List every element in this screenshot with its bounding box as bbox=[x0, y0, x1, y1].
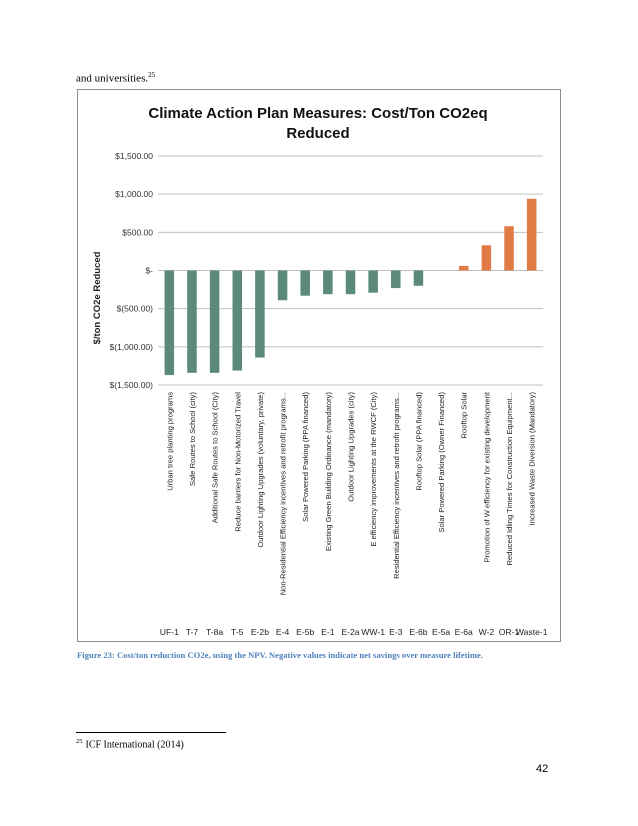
category-label: Residential Efficiency incentives and re… bbox=[392, 392, 401, 579]
bar-E-4 bbox=[277, 270, 288, 301]
y-tick-label: $1,000.00 bbox=[115, 189, 153, 199]
category-label: Additional Safe Routes to School (City) bbox=[211, 392, 220, 524]
code-label: WW-1 bbox=[361, 627, 385, 637]
bar-T-8a bbox=[209, 270, 220, 373]
category-label: Promotion of W efficiency for existing d… bbox=[482, 391, 491, 562]
category-label: E efficiency improvements at the RWCF (C… bbox=[369, 392, 378, 547]
bar-E-2b bbox=[255, 270, 265, 358]
bars bbox=[164, 198, 537, 376]
category-label: Rooftop Solar (PPA financed) bbox=[414, 392, 423, 491]
code-label: OR-1 bbox=[499, 627, 520, 637]
bar-T-7 bbox=[187, 270, 197, 373]
code-label: E-3 bbox=[389, 627, 403, 637]
footnote: 25 ICF International (2014) bbox=[76, 738, 184, 750]
code-label: T-5 bbox=[231, 627, 244, 637]
y-tick-label: $500.00 bbox=[122, 227, 153, 237]
code-labels: UF-1 T-7 T-8a T-5 E-2b E-4 E-5b E-1 E-2a WW-1 E-3 E… bbox=[160, 627, 548, 637]
chart-frame: Climate Action Plan Measures: Cost/Ton C… bbox=[77, 89, 561, 642]
y-tick-label: $(1,000.00) bbox=[110, 342, 154, 352]
chart-title-line: Climate Action Plan Measures: Cost/Ton C… bbox=[148, 105, 487, 122]
code-label: E-5b bbox=[296, 627, 314, 637]
code-label: T-8a bbox=[206, 627, 223, 637]
code-label: UF-1 bbox=[160, 627, 179, 637]
chart-title-line: Reduced bbox=[286, 125, 349, 142]
code-label: E-1 bbox=[321, 627, 335, 637]
intro-text: and universities.25 bbox=[76, 71, 156, 85]
bar-E-6a bbox=[458, 265, 469, 271]
category-labels: Urban tree planting programs Safe Routes … bbox=[165, 391, 536, 595]
category-label: Existing Green Building Ordinance (manda… bbox=[324, 392, 333, 552]
bar-WW-1 bbox=[368, 270, 378, 293]
category-label: Reduced Idling Times for Construction Eq… bbox=[505, 392, 514, 565]
category-label: Safe Routes to School (city) bbox=[188, 392, 197, 487]
category-label: Solar Powered Parking (Owner Financed) bbox=[437, 392, 446, 533]
category-label: Rooftop Solar bbox=[460, 392, 469, 439]
page-number: 42 bbox=[536, 763, 549, 775]
bar-E-5b bbox=[300, 270, 310, 296]
category-label: Outdoor Lighting Upgrades (city) bbox=[347, 392, 356, 502]
bar-E-3 bbox=[391, 270, 401, 289]
code-label: E-2a bbox=[341, 627, 359, 637]
bar-E-1 bbox=[323, 270, 333, 295]
bar-Waste-1 bbox=[526, 198, 537, 271]
code-label: E-6a bbox=[455, 627, 473, 637]
y-axis-label: $/ton CO2e Reduced bbox=[92, 251, 103, 344]
bar-W-2 bbox=[481, 245, 492, 271]
footnote-ref: 25 bbox=[148, 71, 156, 79]
code-label: E-5a bbox=[432, 627, 450, 637]
code-label: E-4 bbox=[276, 627, 290, 637]
bar-E-6b bbox=[413, 270, 424, 286]
figure-caption: Figure 23: Cost/ton reduction CO2e, usin… bbox=[77, 650, 483, 660]
code-label: W-2 bbox=[479, 627, 495, 637]
category-label: Solar Powered Parking (PPA financed) bbox=[301, 392, 310, 522]
bar-UF-1 bbox=[164, 270, 175, 376]
bar-OR-1 bbox=[504, 226, 514, 271]
code-label: E-6b bbox=[409, 627, 427, 637]
y-tick-label: $(1,500.00) bbox=[110, 380, 154, 390]
y-axis-ticks: $1,500.00 $1,000.00 $500.00 $- $(500.00) $(1,… bbox=[110, 151, 154, 390]
y-tick-label: $(500.00) bbox=[117, 304, 154, 314]
footnote-number: 25 bbox=[76, 738, 83, 745]
y-tick-label: $- bbox=[145, 266, 153, 276]
cost-per-ton-chart: Climate Action Plan Measures: Cost/Ton C… bbox=[92, 105, 548, 637]
y-tick-label: $1,500.00 bbox=[115, 151, 153, 161]
category-label: Reduce barriers for Non-Motorized Travel bbox=[233, 392, 242, 532]
chart-title: Climate Action Plan Measures: Cost/Ton C… bbox=[148, 105, 487, 142]
bar-T-5 bbox=[232, 270, 243, 371]
code-label: E-2b bbox=[251, 627, 269, 637]
code-label: Waste-1 bbox=[516, 627, 548, 637]
footnote-text: ICF International (2014) bbox=[85, 739, 184, 751]
category-label: Urban tree planting programs bbox=[165, 392, 174, 491]
grid-lines bbox=[158, 155, 543, 386]
footnote-divider bbox=[76, 732, 226, 733]
code-label: T-7 bbox=[186, 627, 199, 637]
category-label: Outdoor Lighting Upgrades (voluntary, pr… bbox=[256, 392, 265, 548]
bar-E-2a bbox=[345, 270, 356, 295]
category-label: Non-Residential Efficiency incentives an… bbox=[279, 392, 288, 595]
category-label: Increased Waste Diversion (Mandatory) bbox=[528, 392, 537, 526]
